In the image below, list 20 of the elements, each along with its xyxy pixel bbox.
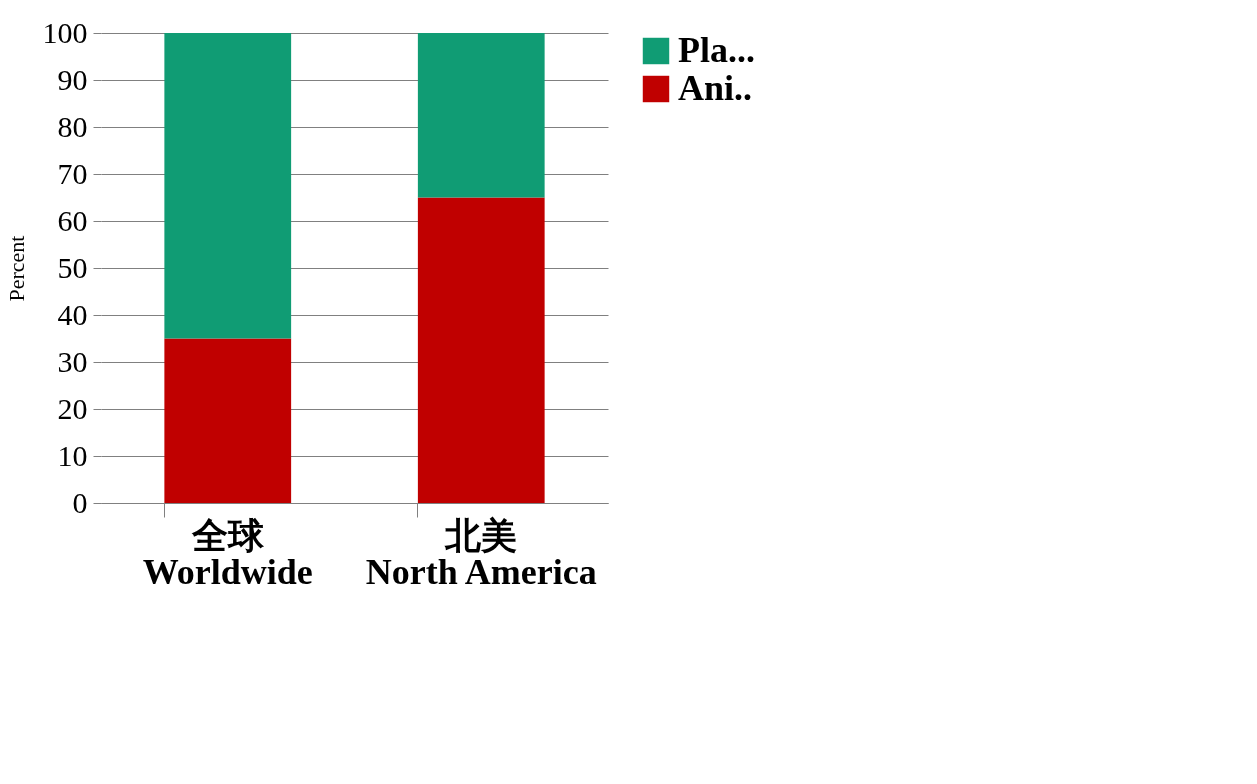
legend-label: Pla... <box>678 30 755 70</box>
y-tick-label: 10 <box>57 438 88 472</box>
y-tick-label: 20 <box>57 391 88 425</box>
bar <box>164 338 292 503</box>
y-tick-label: 0 <box>72 485 88 519</box>
y-tick-label: 60 <box>57 203 88 237</box>
bar <box>164 33 292 339</box>
y-tick-label: 90 <box>57 62 88 96</box>
y-tick-label: 80 <box>57 109 88 143</box>
bar <box>417 33 545 198</box>
y-tick-label: 70 <box>57 156 88 190</box>
x-tick-label: 全球 Worldwide <box>142 515 313 592</box>
legend-label: Ani.. <box>678 68 753 108</box>
y-tick-label: 100 <box>42 15 88 49</box>
y-axis-title: Percent <box>3 235 29 302</box>
x-tick-label: 北美 North America <box>365 515 597 592</box>
y-tick-label: 40 <box>57 297 88 331</box>
bar <box>417 197 545 503</box>
y-tick-label: 50 <box>57 250 88 284</box>
y-tick-label: 30 <box>57 344 88 378</box>
